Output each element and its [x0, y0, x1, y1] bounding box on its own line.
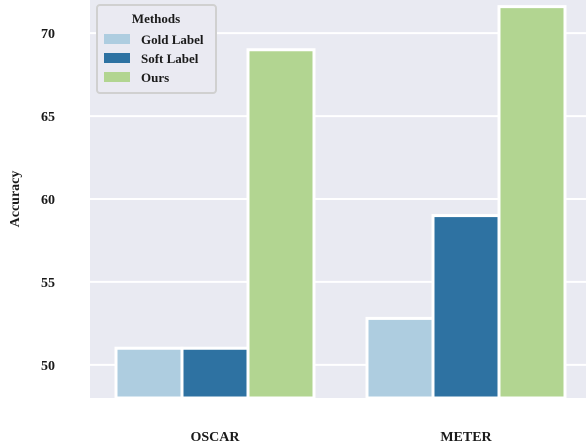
bar-meter-gold-label	[365, 316, 435, 400]
bar-oscar-gold-label	[114, 346, 184, 400]
y-tick-label: 60	[41, 193, 55, 208]
bars	[114, 5, 567, 400]
y-tick-label: 50	[41, 359, 55, 374]
legend-label: Gold Label	[141, 32, 204, 47]
legend-swatch	[104, 72, 130, 82]
legend-items: Gold Label Soft Label Ours	[104, 32, 204, 85]
legend-title: Methods	[132, 11, 180, 26]
bar-meter-ours	[497, 5, 567, 400]
legend-box	[96, 4, 217, 94]
x-axis-ticks: OSCAR METER	[190, 430, 492, 445]
y-axis-label: Accuracy	[8, 171, 23, 228]
y-tick-label: 70	[41, 27, 55, 42]
legend-label: Soft Label	[141, 51, 199, 66]
bar-meter-soft-label	[431, 214, 501, 400]
legend-label: Ours	[141, 70, 169, 85]
y-tick-label: 55	[41, 276, 55, 291]
x-tick-label: OSCAR	[190, 430, 240, 445]
legend: Methods Gold Label Soft Label Ours	[96, 4, 217, 94]
legend-swatch	[104, 53, 130, 63]
bar-oscar-soft-label	[180, 346, 250, 400]
x-tick-label: METER	[440, 430, 492, 445]
legend-swatch	[104, 34, 130, 44]
y-tick-label: 65	[41, 110, 55, 125]
bar-oscar-ours	[246, 48, 316, 400]
y-axis-ticks: 50 55 60 65 70	[41, 27, 55, 374]
